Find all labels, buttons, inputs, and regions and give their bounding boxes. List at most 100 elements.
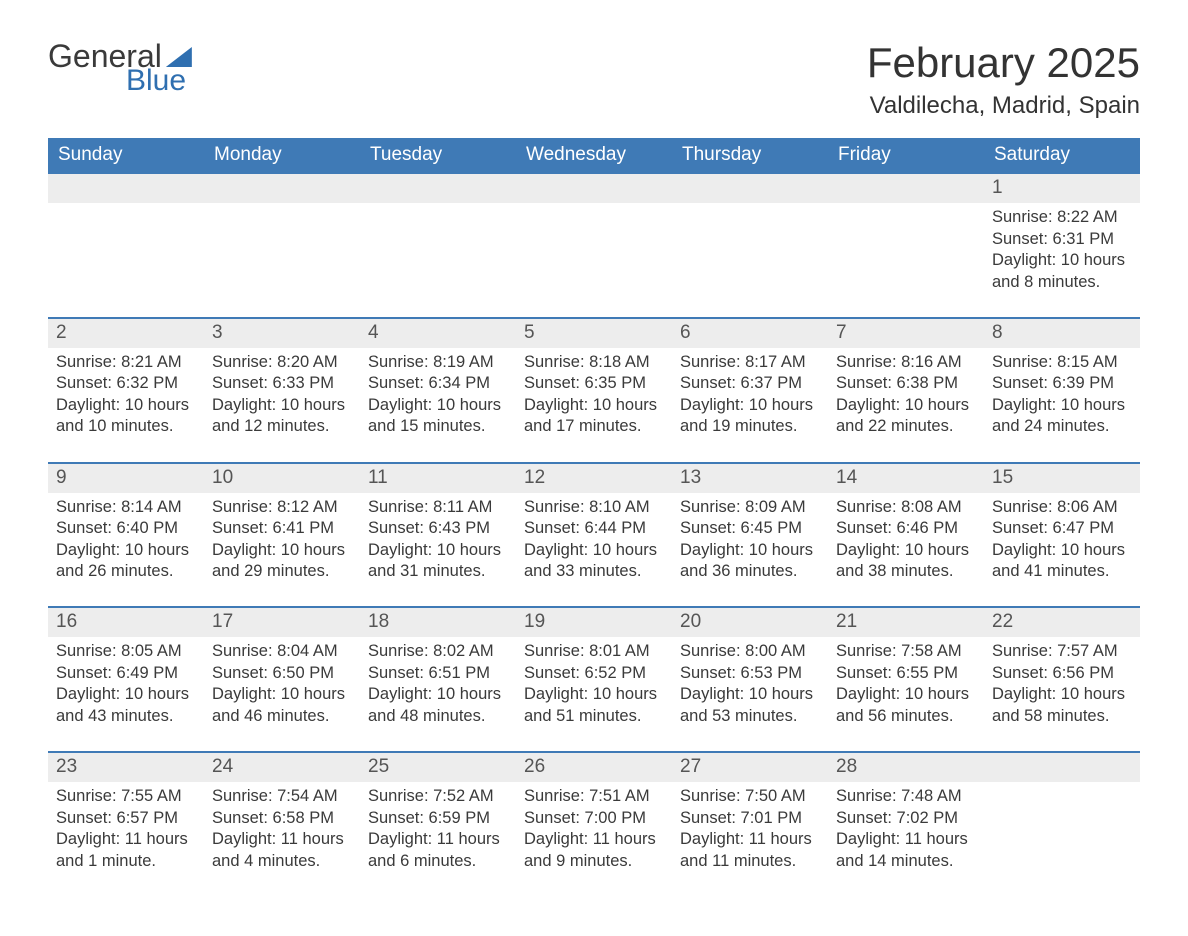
sunrise-line: Sunrise: 8:00 AM xyxy=(680,641,820,662)
day-number: 11 xyxy=(360,464,516,493)
sunrise-line: Sunrise: 8:17 AM xyxy=(680,352,820,373)
calendar-day-cell: 23Sunrise: 7:55 AMSunset: 6:57 PMDayligh… xyxy=(48,752,204,896)
logo: General Blue xyxy=(48,40,192,96)
sunset-line: Sunset: 6:52 PM xyxy=(524,663,664,684)
sunrise-line: Sunrise: 8:11 AM xyxy=(368,497,508,518)
day-number: 27 xyxy=(672,753,828,782)
calendar-week-row: 1Sunrise: 8:22 AMSunset: 6:31 PMDaylight… xyxy=(48,174,1140,318)
day-number xyxy=(204,174,360,203)
sunrise-line: Sunrise: 8:15 AM xyxy=(992,352,1132,373)
sunrise-line: Sunrise: 8:08 AM xyxy=(836,497,976,518)
calendar-day-cell: 17 Sunrise: 8:04 AMSunset: 6:50 PMDayligh… xyxy=(204,607,360,752)
day-number: 10 xyxy=(204,464,360,493)
daylight-line: Daylight: 10 hours and 51 minutes. xyxy=(524,684,664,727)
calendar-day-cell: 3Sunrise: 8:20 AMSunset: 6:33 PMDaylight… xyxy=(204,318,360,463)
day-details xyxy=(48,203,204,303)
day-details: Sunrise: 8:20 AMSunset: 6:33 PMDaylight:… xyxy=(204,348,360,462)
sunrise-line: Sunrise: 7:55 AM xyxy=(56,786,196,807)
calendar-day-cell xyxy=(48,174,204,318)
sunset-line: Sunset: 7:02 PM xyxy=(836,808,976,829)
day-details: Sunrise: 8:15 AMSunset: 6:39 PMDaylight:… xyxy=(984,348,1140,462)
sunrise-line: Sunrise: 8:10 AM xyxy=(524,497,664,518)
day-details: Sunrise: 8:08 AMSunset: 6:46 PMDaylight:… xyxy=(828,493,984,607)
sunset-line: Sunset: 6:55 PM xyxy=(836,663,976,684)
day-details: Sunrise: 8:10 AMSunset: 6:44 PMDaylight:… xyxy=(516,493,672,607)
sunset-line: Sunset: 6:41 PM xyxy=(212,518,352,539)
daylight-line: Daylight: 10 hours and 48 minutes. xyxy=(368,684,508,727)
sunrise-line: Sunrise: 7:51 AM xyxy=(524,786,664,807)
daylight-line: Daylight: 10 hours and 58 minutes. xyxy=(992,684,1132,727)
sunrise-line: Sunrise: 7:50 AM xyxy=(680,786,820,807)
calendar-day-cell: 11Sunrise: 8:11 AMSunset: 6:43 PMDayligh… xyxy=(360,463,516,608)
daylight-line: Daylight: 10 hours and 46 minutes. xyxy=(212,684,352,727)
day-number: 1 xyxy=(984,174,1140,203)
day-number xyxy=(984,753,1140,782)
weekday-header-row: SundayMondayTuesdayWednesdayThursdayFrid… xyxy=(48,138,1140,174)
sunset-line: Sunset: 6:57 PM xyxy=(56,808,196,829)
day-details: Sunrise: 7:58 AMSunset: 6:55 PMDaylight:… xyxy=(828,637,984,751)
sunrise-line: Sunrise: 8:19 AM xyxy=(368,352,508,373)
weekday-header: Saturday xyxy=(984,138,1140,174)
day-number: 26 xyxy=(516,753,672,782)
calendar-day-cell xyxy=(516,174,672,318)
sunrise-line: Sunrise: 7:58 AM xyxy=(836,641,976,662)
day-number xyxy=(516,174,672,203)
calendar-day-cell: 14Sunrise: 8:08 AMSunset: 6:46 PMDayligh… xyxy=(828,463,984,608)
sunset-line: Sunset: 6:32 PM xyxy=(56,373,196,394)
sunrise-line: Sunrise: 8:06 AM xyxy=(992,497,1132,518)
calendar-day-cell: 13Sunrise: 8:09 AMSunset: 6:45 PMDayligh… xyxy=(672,463,828,608)
daylight-line: Daylight: 10 hours and 41 minutes. xyxy=(992,540,1132,583)
weekday-header: Tuesday xyxy=(360,138,516,174)
daylight-line: Daylight: 10 hours and 17 minutes. xyxy=(524,395,664,438)
calendar-day-cell: 8Sunrise: 8:15 AMSunset: 6:39 PMDaylight… xyxy=(984,318,1140,463)
day-number: 21 xyxy=(828,608,984,637)
calendar-day-cell: 26Sunrise: 7:51 AMSunset: 7:00 PMDayligh… xyxy=(516,752,672,896)
calendar-day-cell: 4Sunrise: 8:19 AMSunset: 6:34 PMDaylight… xyxy=(360,318,516,463)
day-number: 16 xyxy=(48,608,204,637)
daylight-line: Daylight: 10 hours and 15 minutes. xyxy=(368,395,508,438)
day-details: Sunrise: 8:06 AMSunset: 6:47 PMDaylight:… xyxy=(984,493,1140,607)
calendar-day-cell: 24Sunrise: 7:54 AMSunset: 6:58 PMDayligh… xyxy=(204,752,360,896)
daylight-line: Daylight: 11 hours and 6 minutes. xyxy=(368,829,508,872)
daylight-line: Daylight: 10 hours and 10 minutes. xyxy=(56,395,196,438)
sunset-line: Sunset: 6:58 PM xyxy=(212,808,352,829)
day-number: 13 xyxy=(672,464,828,493)
day-details: Sunrise: 8:21 AMSunset: 6:32 PMDaylight:… xyxy=(48,348,204,462)
day-number: 23 xyxy=(48,753,204,782)
logo-text-blue: Blue xyxy=(126,66,192,96)
daylight-line: Daylight: 10 hours and 33 minutes. xyxy=(524,540,664,583)
sunset-line: Sunset: 6:37 PM xyxy=(680,373,820,394)
sunset-line: Sunset: 6:46 PM xyxy=(836,518,976,539)
day-number: 5 xyxy=(516,319,672,348)
daylight-line: Daylight: 10 hours and 12 minutes. xyxy=(212,395,352,438)
day-number: 4 xyxy=(360,319,516,348)
day-details: Sunrise: 8:18 AMSunset: 6:35 PMDaylight:… xyxy=(516,348,672,462)
day-details: Sunrise: 8:01 AMSunset: 6:52 PMDaylight:… xyxy=(516,637,672,751)
day-details: Sunrise: 7:57 AMSunset: 6:56 PMDaylight:… xyxy=(984,637,1140,751)
day-details: Sunrise: 8:17 AMSunset: 6:37 PMDaylight:… xyxy=(672,348,828,462)
daylight-line: Daylight: 10 hours and 31 minutes. xyxy=(368,540,508,583)
sunset-line: Sunset: 6:31 PM xyxy=(992,229,1132,250)
sunset-line: Sunset: 6:38 PM xyxy=(836,373,976,394)
day-details: Sunrise: 8:12 AMSunset: 6:41 PMDaylight:… xyxy=(204,493,360,607)
day-details: Sunrise: 7:51 AMSunset: 7:00 PMDaylight:… xyxy=(516,782,672,896)
sunrise-line: Sunrise: 8:05 AM xyxy=(56,641,196,662)
day-details: Sunrise: 7:50 AMSunset: 7:01 PMDaylight:… xyxy=(672,782,828,896)
day-details: Sunrise: 8:19 AMSunset: 6:34 PMDaylight:… xyxy=(360,348,516,462)
daylight-line: Daylight: 10 hours and 19 minutes. xyxy=(680,395,820,438)
sunrise-line: Sunrise: 8:09 AM xyxy=(680,497,820,518)
day-number: 17 xyxy=(204,608,360,637)
day-details xyxy=(204,203,360,303)
calendar-week-row: 9Sunrise: 8:14 AMSunset: 6:40 PMDaylight… xyxy=(48,463,1140,608)
day-details xyxy=(672,203,828,303)
day-details: Sunrise: 8:02 AMSunset: 6:51 PMDaylight:… xyxy=(360,637,516,751)
sunrise-line: Sunrise: 8:04 AM xyxy=(212,641,352,662)
daylight-line: Daylight: 10 hours and 36 minutes. xyxy=(680,540,820,583)
sunset-line: Sunset: 6:35 PM xyxy=(524,373,664,394)
day-details: Sunrise: 7:48 AMSunset: 7:02 PMDaylight:… xyxy=(828,782,984,896)
weekday-header: Sunday xyxy=(48,138,204,174)
sunset-line: Sunset: 6:34 PM xyxy=(368,373,508,394)
daylight-line: Daylight: 10 hours and 38 minutes. xyxy=(836,540,976,583)
sunset-line: Sunset: 6:50 PM xyxy=(212,663,352,684)
sunrise-line: Sunrise: 8:22 AM xyxy=(992,207,1132,228)
